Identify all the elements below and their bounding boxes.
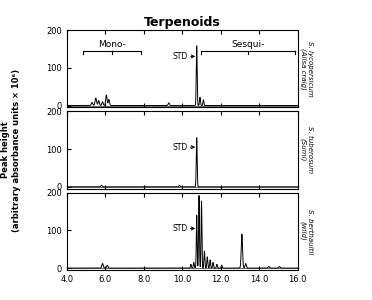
Text: STD: STD: [172, 224, 194, 233]
Text: Mono-: Mono-: [98, 40, 126, 49]
Text: S. tuberosum
(Sumi): S. tuberosum (Sumi): [300, 126, 313, 174]
Text: STD: STD: [173, 52, 194, 61]
Text: S. berthaultii
(wild): S. berthaultii (wild): [300, 208, 313, 254]
Text: Peak height
(arbitrary absorbance units × 10⁶): Peak height (arbitrary absorbance units …: [1, 68, 21, 232]
Text: Sesqui-: Sesqui-: [231, 40, 264, 49]
Text: S. lycopersicum
(Ailsa craig): S. lycopersicum (Ailsa craig): [300, 41, 313, 97]
Text: STD: STD: [172, 143, 194, 152]
Title: Terpenoids: Terpenoids: [144, 16, 221, 29]
